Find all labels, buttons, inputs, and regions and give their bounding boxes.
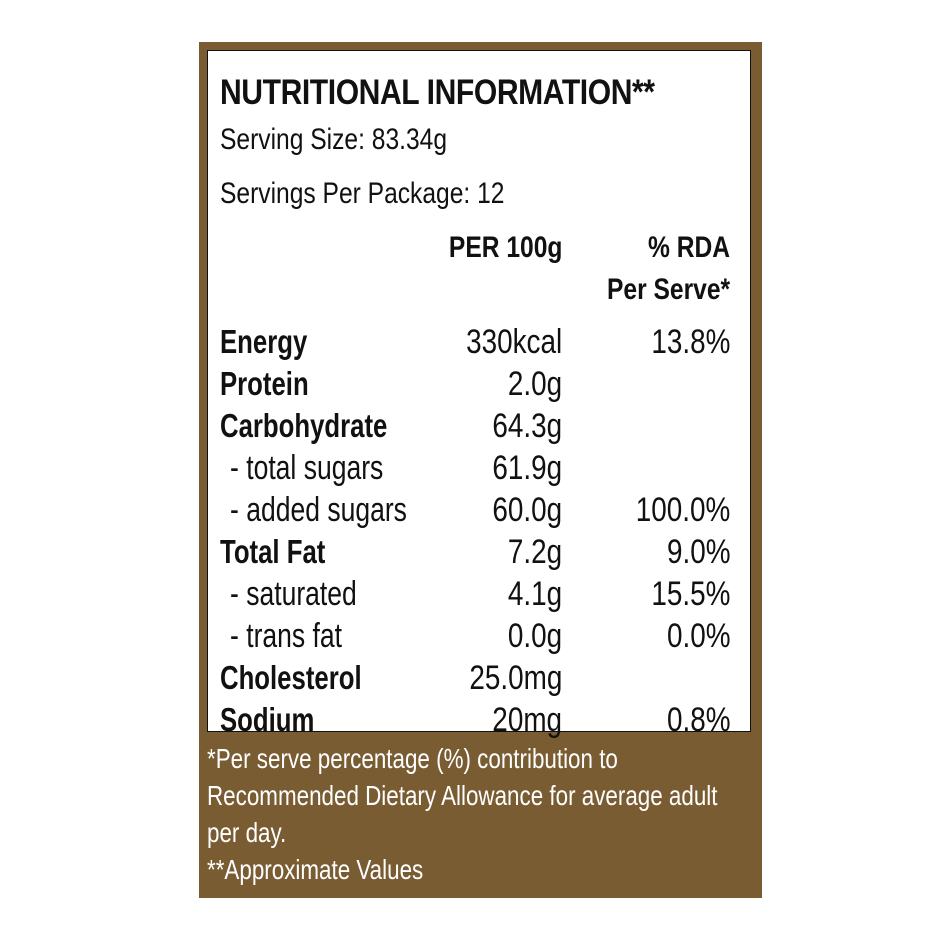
nutrient-name: - trans fat — [230, 617, 343, 655]
nutrient-per100: 61.9g — [492, 449, 562, 487]
nutrient-per100: 0.0g — [507, 617, 562, 655]
nutrient-row-total-fat: Total Fat 7.2g 9.0% — [208, 531, 750, 573]
nutrient-per100: 7.2g — [507, 533, 562, 571]
nutrient-row-energy: Energy 330kcal 13.8% — [208, 321, 750, 363]
footnote-line: Recommended Dietary Allowance for averag… — [207, 780, 718, 811]
nutrient-per100: 64.3g — [492, 407, 562, 445]
footnote-line: per day. — [207, 817, 287, 848]
nutrition-panel: NUTRITIONAL INFORMATION** Serving Size: … — [207, 50, 751, 739]
nutrient-name: - added sugars — [230, 491, 407, 529]
nutrient-table: Energy 330kcal 13.8% Protein 2.0g Carboh… — [208, 321, 750, 741]
nutrition-label-card: NUTRITIONAL INFORMATION** Serving Size: … — [199, 42, 762, 898]
nutrient-name: - saturated — [230, 575, 357, 613]
nutrient-rda: 100.0% — [635, 491, 730, 529]
column-header-rda-line1: % RDA — [647, 231, 730, 264]
nutrition-title: NUTRITIONAL INFORMATION** — [220, 73, 655, 112]
nutrient-name: Carbohydrate — [220, 407, 388, 444]
nutrient-row-sodium: Sodium 20mg 0.8% — [208, 699, 750, 741]
footnote-line: **Approximate Values — [207, 854, 424, 885]
nutrient-row-cholesterol: Cholesterol 25.0mg — [208, 657, 750, 699]
footnote-line: *Per serve percentage (%) contribution t… — [207, 743, 618, 774]
servings-per-package: Servings Per Package: 12 — [220, 177, 505, 210]
nutrient-row-carbohydrate: Carbohydrate 64.3g — [208, 405, 750, 447]
nutrient-rda: 9.0% — [666, 533, 730, 571]
nutrient-per100: 60.0g — [492, 491, 562, 529]
nutrient-per100: 2.0g — [507, 365, 562, 403]
nutrient-name: Cholesterol — [220, 659, 362, 696]
nutrient-per100: 25.0mg — [469, 659, 562, 697]
footnote: *Per serve percentage (%) contribution t… — [207, 740, 752, 888]
nutrient-per100: 4.1g — [507, 575, 562, 613]
nutrient-rda: 0.8% — [666, 701, 730, 739]
nutrient-rda: 13.8% — [650, 323, 730, 361]
nutrient-name: Energy — [220, 323, 308, 360]
nutrient-rda: 15.5% — [650, 575, 730, 613]
column-header-per100: PER 100g — [448, 231, 562, 264]
nutrient-row-trans-fat: - trans fat 0.0g 0.0% — [208, 615, 750, 657]
nutrient-name: Total Fat — [220, 533, 326, 570]
nutrient-name: Protein — [220, 365, 309, 402]
nutrient-name: Sodium — [220, 701, 315, 738]
column-header-rda-line2: Per Serve* — [606, 273, 730, 306]
nutrient-per100: 20mg — [492, 701, 562, 739]
nutrient-row-added-sugars: - added sugars 60.0g 100.0% — [208, 489, 750, 531]
nutrient-name: - total sugars — [230, 449, 384, 487]
nutrient-row-total-sugars: - total sugars 61.9g — [208, 447, 750, 489]
nutrient-rda: 0.0% — [666, 617, 730, 655]
nutrient-per100: 330kcal — [465, 323, 562, 361]
nutrient-row-protein: Protein 2.0g — [208, 363, 750, 405]
nutrient-row-saturated: - saturated 4.1g 15.5% — [208, 573, 750, 615]
serving-size: Serving Size: 83.34g — [220, 123, 448, 156]
